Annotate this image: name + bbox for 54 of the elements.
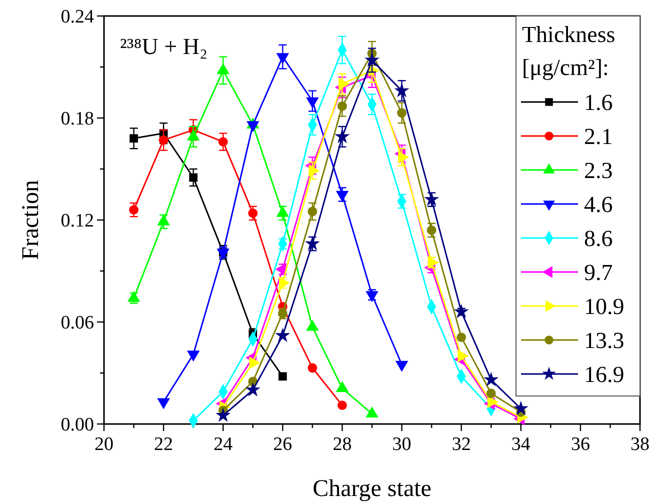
y-tick-label: 0.24	[60, 6, 94, 28]
x-tick-label: 24	[214, 434, 234, 455]
point	[130, 134, 138, 143]
point	[456, 332, 466, 342]
point	[338, 400, 347, 410]
y-tick-label: 0.00	[60, 414, 94, 436]
point	[397, 108, 406, 118]
point	[486, 388, 496, 398]
point	[426, 225, 436, 235]
point	[218, 137, 228, 147]
x-tick-label: 30	[392, 434, 412, 455]
point	[424, 192, 440, 206]
x-tick-label: 34	[511, 434, 531, 455]
point	[484, 372, 499, 386]
point	[248, 208, 258, 218]
point	[308, 363, 318, 373]
legend-label: 16.9	[584, 362, 624, 388]
point	[364, 52, 380, 67]
point	[278, 372, 287, 381]
annotation: ²³⁸U + H₂	[120, 34, 208, 59]
point	[308, 206, 318, 216]
legend-label: 2.3	[584, 158, 613, 184]
x-tick-label: 36	[570, 434, 590, 455]
x-axis-title: Charge state	[312, 476, 432, 502]
point	[513, 400, 528, 416]
x-tick-label: 32	[452, 434, 471, 455]
point	[454, 304, 469, 318]
legend-label: 1.6	[584, 90, 613, 116]
point	[334, 128, 350, 144]
x-tick-label: 22	[154, 434, 174, 455]
y-axis-title: Fraction	[18, 180, 44, 260]
legend-label: 2.1	[584, 124, 613, 150]
point	[275, 328, 290, 342]
point	[338, 101, 347, 111]
point	[129, 205, 138, 215]
point	[304, 236, 320, 250]
point	[216, 408, 231, 422]
legend-label: 8.6	[584, 226, 613, 252]
legend-label: 13.3	[584, 328, 624, 354]
legend-label: 9.7	[584, 260, 613, 286]
point	[158, 135, 168, 145]
y-tick-label: 0.18	[60, 108, 94, 130]
x-tick-label: 38	[630, 434, 650, 455]
legend-title: Thickness [μg/cm²]:	[522, 22, 616, 80]
x-tick-label: 28	[332, 434, 352, 455]
legend-label: 4.6	[584, 192, 613, 218]
x-tick-label: 26	[273, 434, 292, 455]
legend-label: 10.9	[584, 294, 624, 320]
x-tick-label: 20	[94, 434, 114, 455]
point	[394, 82, 410, 98]
point	[245, 382, 260, 396]
y-tick-label: 0.12	[60, 210, 94, 232]
point	[189, 173, 198, 182]
y-tick-label: 0.06	[60, 312, 94, 334]
